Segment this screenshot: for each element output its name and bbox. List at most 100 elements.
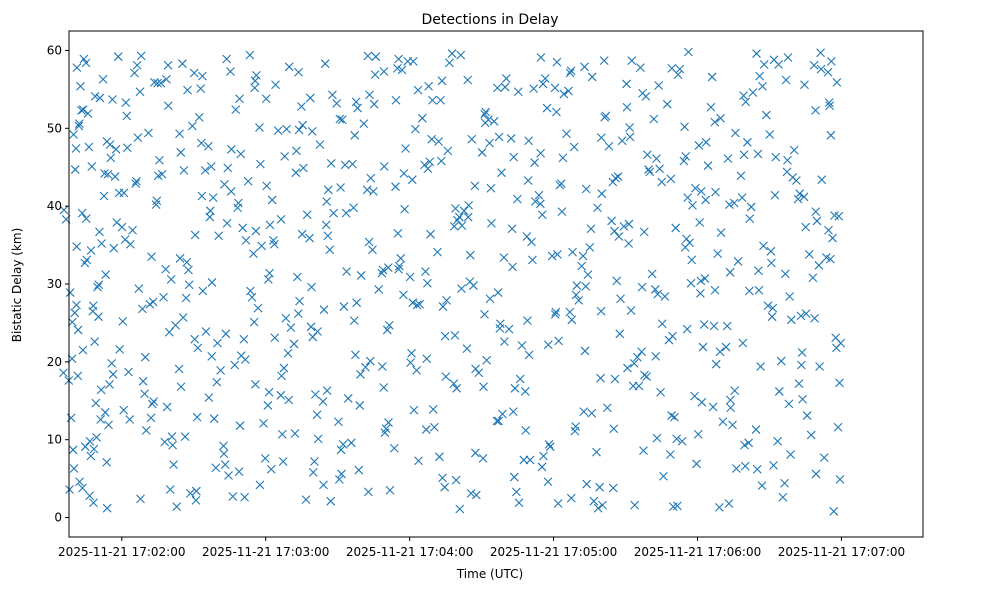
data-point [829,506,839,516]
data-point [654,81,664,90]
data-point [328,90,337,100]
data-point [213,338,222,348]
data-point [694,141,704,150]
data-point [710,117,720,127]
data-point [126,239,135,249]
data-point [247,292,257,302]
data-point [697,397,707,407]
data-point [672,501,682,511]
data-point [509,472,519,482]
data-point [342,267,351,276]
data-point [302,210,312,220]
data-point [104,420,113,430]
data-point [459,206,469,216]
data-point [343,394,353,403]
data-point [500,337,509,346]
data-point [161,264,171,274]
data-point [587,408,597,418]
data-point [371,52,381,62]
data-point [768,303,778,313]
data-point [67,317,77,327]
data-point [94,280,104,290]
data-point [619,222,629,231]
data-point [433,247,442,257]
data-point [421,267,430,276]
data-point [602,403,612,413]
data-point [811,469,821,479]
data-point [233,198,243,208]
data-point [571,290,581,300]
data-point [305,233,314,243]
data-point [692,459,701,469]
data-point [763,301,773,311]
data-point [267,195,277,205]
data-point [451,475,461,485]
data-point [425,157,435,167]
data-point [666,174,676,184]
data-point [163,60,173,70]
data-point [201,327,211,336]
data-point [101,270,111,280]
data-point [349,203,358,213]
data-point [220,460,230,469]
data-point [102,503,112,513]
data-point [436,156,446,166]
data-point [823,67,833,77]
data-point [701,195,711,205]
data-point [609,424,619,434]
data-point [592,447,601,457]
data-point [625,132,635,142]
data-point [774,387,784,396]
data-point [146,413,156,423]
y-tick-label: 40 [47,199,62,213]
data-point [399,290,408,300]
data-point [175,253,185,263]
data-point [96,385,106,395]
data-point [185,489,195,498]
data-point [726,403,735,413]
data-point [783,155,792,165]
data-point [771,152,781,162]
data-point [222,218,232,228]
data-point [626,306,636,315]
data-point [733,257,743,266]
data-point [497,168,506,178]
data-point [550,309,560,319]
data-point [111,144,121,154]
data-point [524,350,534,360]
data-point [117,222,127,232]
data-point [121,98,131,108]
data-point [336,183,345,192]
data-point [784,399,794,409]
data-point [449,222,459,231]
data-point [77,208,87,218]
data-point [836,338,846,348]
data-point [578,251,588,261]
data-point [289,339,299,349]
data-point [192,412,202,422]
data-point [209,414,219,424]
data-point [540,74,550,83]
data-point [212,377,222,387]
data-point [401,144,410,153]
data-point [250,83,260,93]
data-point [530,158,540,167]
data-point [525,455,535,465]
data-point [77,106,86,115]
data-point [558,153,568,163]
data-point [481,107,491,117]
data-point [231,105,241,115]
data-point [695,288,705,298]
x-tick-label: 2025-11-21 17:04:00 [346,545,473,559]
data-point [517,341,527,350]
data-point [429,422,439,432]
data-point [722,321,732,331]
data-point [291,168,301,178]
data-point [713,249,723,259]
data-point [450,330,460,340]
data-point [94,312,103,322]
data-point [249,317,259,327]
data-point [281,313,291,323]
data-point [580,62,589,72]
